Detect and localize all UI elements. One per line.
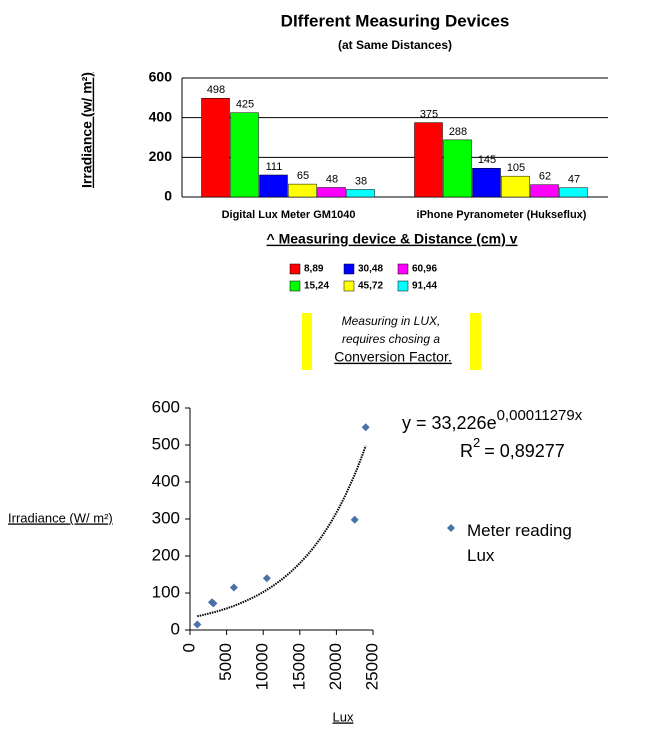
legend-label: 45,72 (358, 281, 383, 292)
equation-exponent: 0,00011279x (497, 407, 583, 424)
bar (501, 175, 530, 198)
bar (414, 122, 443, 198)
bar (317, 187, 346, 198)
data-label: 498 (207, 84, 225, 96)
x-tick-label: 15000 (289, 643, 308, 690)
data-label: 105 (507, 162, 525, 174)
chart-subtitle: (at Same Distances) (338, 38, 452, 52)
legend-swatch (397, 280, 409, 292)
bar (530, 184, 559, 198)
y-axis-label: Irradiance (W/ m²) (8, 510, 113, 525)
legend-label: 60,96 (412, 264, 437, 275)
legend-marker (447, 524, 455, 532)
y-tick-label: 500 (152, 434, 180, 453)
data-label: 38 (355, 175, 367, 187)
x-axis-label: ^ Measuring device & Distance (cm) v (267, 231, 518, 247)
note-bar (302, 313, 312, 370)
data-label: 62 (539, 171, 551, 183)
x-tick-label: 0 (179, 643, 198, 652)
y-tick-label: 200 (149, 148, 173, 164)
data-label: 65 (297, 170, 309, 182)
r2-value: = 0,89277 (484, 441, 565, 461)
legend-label: 30,48 (358, 264, 383, 275)
bar (259, 174, 288, 198)
x-tick-label: 20000 (326, 643, 345, 690)
y-tick-label: 300 (152, 508, 180, 527)
y-axis-label: Irradiance (w/ m²) (79, 72, 95, 188)
y-tick-label: 0 (164, 188, 172, 204)
x-tick-label: 10000 (253, 643, 272, 690)
data-label: 48 (326, 173, 338, 185)
y-tick-label: 600 (152, 397, 180, 416)
data-label: 375 (420, 109, 438, 121)
bar (559, 187, 588, 198)
y-tick-label: 100 (152, 582, 180, 601)
data-label: 288 (449, 126, 467, 138)
x-tick-label: 5000 (216, 643, 235, 681)
equation-base: y = 33,226e (402, 413, 497, 433)
trend-equation: y = 33,226e0,00011279x (402, 407, 583, 433)
x-tick-label: Digital Lux Meter GM1040 (222, 209, 356, 221)
r2-base: R (460, 441, 473, 461)
point (209, 599, 218, 608)
y-tick-label: 600 (149, 69, 173, 85)
x-tick-label: iPhone Pyranometer (Hukseflux) (417, 209, 587, 221)
legend-swatch (289, 280, 301, 292)
legend-swatch (343, 263, 355, 275)
x-tick-label: 25000 (362, 643, 381, 690)
trend-r2: R2 = 0,89277 (460, 435, 565, 460)
legend-label: 91,44 (412, 281, 437, 292)
legend-label: 8,89 (304, 264, 324, 275)
legend-label: 15,24 (304, 281, 329, 292)
x-axis-label: Lux (333, 709, 354, 724)
point (361, 423, 370, 432)
bar (288, 183, 317, 198)
note-text: Measuring in LUX, (342, 314, 441, 328)
note-bar (470, 313, 481, 370)
point (193, 620, 202, 629)
note-text: requires chosing a (342, 332, 440, 346)
point (350, 515, 359, 524)
data-label: 145 (478, 154, 496, 166)
r2-power: 2 (473, 435, 480, 450)
point (262, 574, 271, 583)
legend-swatch (289, 263, 301, 275)
bar (346, 189, 375, 198)
bar (230, 112, 259, 198)
note-text: Conversion Factor. (334, 349, 452, 365)
y-tick-label: 200 (152, 545, 180, 564)
y-tick-label: 400 (149, 108, 173, 124)
legend-label: Meter reading Lux (467, 521, 572, 565)
bar (472, 167, 501, 198)
data-label: 425 (236, 99, 254, 111)
data-label: 47 (568, 174, 580, 186)
bar (443, 139, 472, 198)
data-label: 111 (266, 161, 283, 173)
legend-swatch (343, 280, 355, 292)
y-tick-label: 400 (152, 471, 180, 490)
trendline (197, 445, 367, 618)
chart-title: DIfferent Measuring Devices (281, 11, 510, 30)
legend-swatch (397, 263, 409, 275)
point (229, 583, 238, 592)
bar (201, 97, 230, 198)
y-tick-label: 0 (171, 619, 180, 638)
